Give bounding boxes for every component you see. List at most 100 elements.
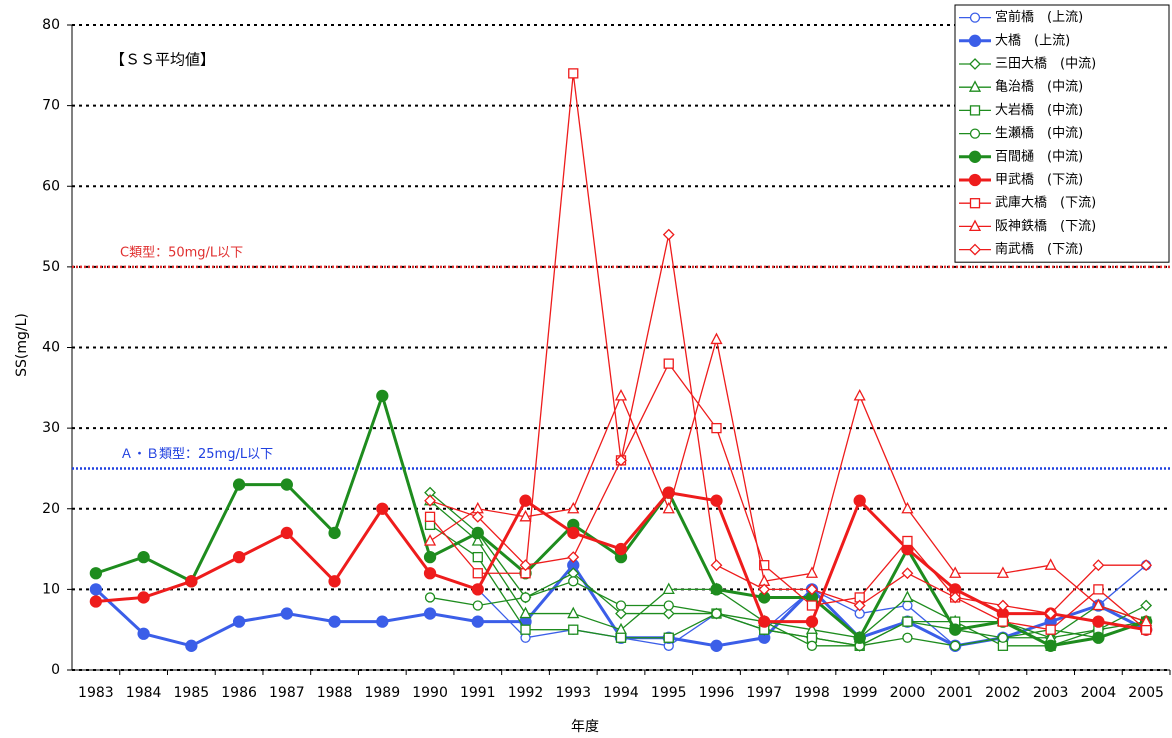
marker (663, 600, 674, 611)
series-line (429, 73, 1147, 631)
marker (1045, 624, 1056, 635)
legend-box (954, 4, 1170, 263)
marker (614, 388, 628, 401)
marker (853, 631, 866, 644)
marker (1092, 598, 1105, 611)
x-tick-label: 1999 (842, 685, 878, 701)
marker (567, 551, 580, 564)
marker (328, 526, 341, 540)
marker (759, 560, 770, 571)
legend-label: 阪神鉄橋 (下流) (995, 219, 1096, 234)
y-tick-label: 50 (42, 259, 60, 275)
marker (1140, 599, 1153, 612)
marker (328, 575, 341, 588)
marker (1092, 615, 1105, 628)
legend-label: 甲武橋 (下流) (995, 173, 1083, 188)
x-tick-label: 1991 (460, 685, 496, 701)
y-tick-label: 10 (42, 581, 60, 597)
marker (567, 606, 580, 619)
marker (137, 627, 150, 640)
legend-label: 三田大橋 (中流) (995, 57, 1096, 72)
marker (520, 592, 531, 603)
marker (568, 624, 579, 635)
marker (901, 501, 914, 514)
marker (328, 615, 341, 628)
marker (89, 583, 103, 596)
y-tick-label: 80 (42, 17, 60, 33)
marker (710, 494, 723, 507)
legend-label: 宮前橋 (上流) (995, 9, 1083, 25)
y-tick-label: 0 (51, 662, 60, 678)
marker (663, 632, 674, 643)
marker (568, 68, 579, 79)
marker (472, 568, 483, 579)
marker (1093, 584, 1104, 595)
marker (969, 128, 981, 139)
marker (950, 640, 961, 651)
marker (376, 615, 389, 628)
marker (969, 12, 981, 23)
marker (997, 632, 1009, 643)
marker (137, 550, 150, 564)
marker (615, 454, 627, 467)
marker (853, 494, 866, 507)
marker (968, 173, 982, 187)
marker (519, 509, 532, 522)
marker (949, 623, 962, 636)
y-tick-label: 70 (42, 98, 60, 114)
x-tick-label: 2005 (1128, 685, 1164, 701)
marker (949, 566, 962, 578)
marker (280, 526, 293, 540)
marker (137, 591, 150, 604)
marker (424, 494, 436, 507)
legend-label: 大岩橋 (中流) (995, 103, 1083, 118)
marker (424, 511, 436, 522)
marker (1044, 558, 1057, 570)
marker (901, 567, 914, 580)
marker (519, 606, 532, 619)
marker (519, 494, 532, 507)
marker (615, 632, 627, 643)
x-tick-label: 1992 (508, 685, 544, 701)
marker (663, 358, 674, 369)
marker (519, 559, 532, 572)
marker (1140, 624, 1152, 635)
marker (758, 583, 771, 596)
marker (662, 582, 675, 595)
marker (853, 599, 866, 612)
marker (1140, 614, 1153, 627)
marker (806, 640, 818, 651)
marker (968, 219, 982, 232)
series-line (429, 500, 1147, 639)
x-tick-label: 1996 (699, 685, 735, 701)
marker (615, 607, 627, 620)
x-tick-label: 1984 (126, 685, 162, 701)
marker (567, 501, 580, 514)
x-tick-label: 1995 (651, 685, 687, 701)
marker (423, 534, 437, 546)
y-tick-label: 20 (42, 501, 60, 517)
marker (711, 422, 722, 434)
marker (471, 526, 484, 540)
marker (472, 600, 483, 611)
x-tick-label: 1987 (269, 685, 305, 701)
legend-label: 生瀬橋 (中流) (995, 126, 1083, 141)
marker (968, 80, 982, 92)
x-tick-label: 1986 (221, 685, 257, 701)
marker (969, 198, 981, 209)
y-tick-label: 60 (42, 178, 60, 194)
marker (471, 583, 484, 596)
reference-label: Ａ・Ｂ類型：25mg/L以下 (120, 447, 273, 462)
marker (662, 486, 675, 499)
marker (805, 615, 819, 628)
marker (969, 105, 981, 116)
marker (185, 575, 198, 588)
marker (471, 534, 484, 546)
marker (902, 616, 913, 627)
marker (1092, 559, 1105, 572)
marker (758, 615, 771, 628)
legend-label: 大橋 (上流) (995, 33, 1070, 48)
series-line (429, 234, 1147, 615)
